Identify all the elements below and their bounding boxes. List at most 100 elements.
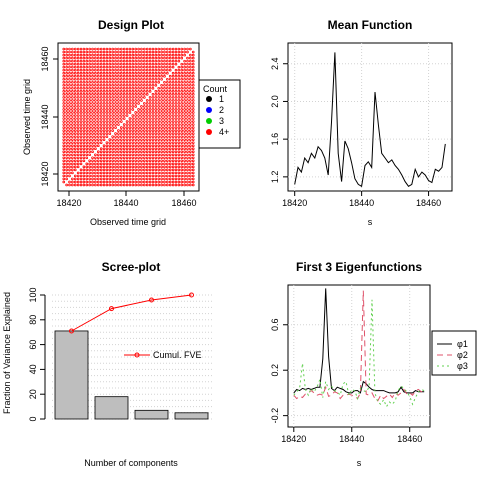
design-point (177, 123, 181, 126)
design-point (114, 183, 117, 187)
design-point (174, 83, 178, 87)
design-point (88, 53, 91, 57)
design-point (148, 53, 152, 57)
design-point (65, 114, 68, 117)
design-point (65, 68, 68, 72)
design-point (174, 144, 178, 147)
design-point (68, 153, 71, 157)
design-point (122, 99, 126, 102)
design-point (145, 50, 149, 54)
design-point (108, 108, 112, 111)
design-point (151, 132, 155, 135)
design-point (183, 80, 186, 84)
design-point (154, 93, 158, 96)
design-point (82, 93, 86, 96)
design-point (189, 147, 192, 151)
design-point (71, 105, 74, 108)
design-point (154, 162, 158, 166)
design-point (128, 59, 132, 63)
design-point (160, 171, 163, 175)
design-point (94, 77, 97, 81)
design-point (105, 99, 109, 102)
design-point (180, 129, 184, 132)
design-point (88, 135, 91, 138)
design-point (114, 62, 117, 66)
design-point (105, 156, 109, 160)
design-point (65, 126, 68, 129)
design-point (122, 59, 126, 63)
design-point (157, 90, 161, 93)
design-point (68, 165, 71, 169)
design-point (174, 156, 178, 160)
design-point (174, 123, 178, 126)
design-point (189, 87, 192, 90)
design-point (79, 96, 83, 99)
design-point (166, 114, 169, 117)
design-point (85, 50, 89, 54)
design-point (154, 59, 158, 63)
design-point (137, 183, 140, 187)
design-point (168, 96, 172, 99)
design-point (189, 47, 192, 51)
design-point (163, 56, 166, 60)
design-point (183, 111, 186, 114)
design-point (151, 144, 155, 147)
design-point (79, 162, 83, 166)
design-point (191, 168, 195, 172)
design-point (131, 62, 135, 66)
design-point (145, 111, 149, 114)
design-point (102, 77, 106, 81)
design-point (85, 138, 89, 141)
design-point (143, 93, 146, 96)
design-point (171, 144, 175, 147)
design-point (76, 147, 80, 151)
design-point (166, 53, 169, 57)
design-point (177, 74, 181, 78)
design-point (117, 71, 120, 75)
design-point (102, 159, 106, 163)
design-point (151, 168, 155, 172)
design-point (148, 90, 152, 93)
design-point (180, 114, 184, 117)
design-point (73, 159, 77, 163)
design-point (108, 59, 112, 63)
design-point (160, 165, 163, 169)
design-point (186, 87, 189, 90)
design-point (111, 77, 114, 81)
design-point (145, 183, 149, 187)
design-point (160, 108, 163, 111)
design-point (125, 129, 129, 132)
design-point (148, 74, 152, 78)
design-point (62, 108, 66, 111)
design-point (180, 102, 184, 105)
design-point (117, 123, 120, 126)
design-point (117, 183, 120, 187)
design-point (71, 123, 74, 126)
design-point (125, 102, 129, 105)
design-point (143, 108, 146, 111)
design-point (140, 156, 143, 160)
design-point (148, 132, 152, 135)
design-point (140, 174, 143, 178)
design-point (65, 99, 68, 102)
design-point (120, 105, 123, 108)
design-point-diagonal (68, 177, 71, 181)
design-point (191, 77, 195, 81)
design-point (154, 159, 158, 163)
design-point (145, 141, 149, 144)
design-point (62, 117, 66, 120)
design-point (105, 120, 109, 123)
design-point (99, 99, 103, 102)
design-point (122, 156, 126, 160)
design-point (189, 108, 192, 111)
design-point (94, 159, 97, 163)
design-point (131, 156, 135, 160)
design-point (157, 108, 161, 111)
design-point (191, 123, 195, 126)
design-point (168, 68, 172, 72)
design-point (102, 56, 106, 60)
design-point (62, 50, 66, 54)
design-point (102, 83, 106, 87)
design-point (114, 174, 117, 178)
design-point (131, 77, 135, 81)
